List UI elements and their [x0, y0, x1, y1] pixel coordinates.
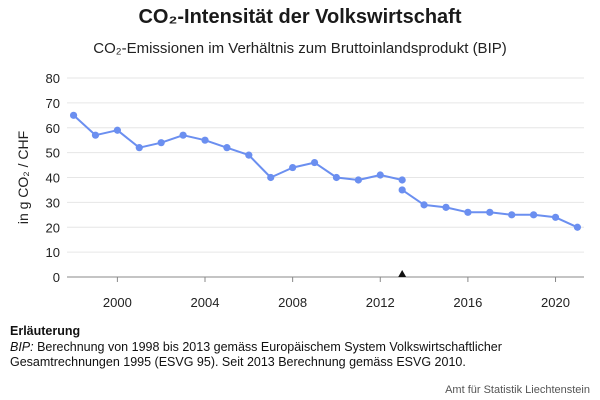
chart-subtitle: CO₂-Emissionen im Verhältnis zum Bruttoi… [93, 40, 507, 57]
data-point [113, 126, 121, 134]
x-tick-label: 2000 [103, 295, 132, 310]
data-point [442, 203, 450, 211]
data-point [245, 151, 253, 159]
data-point [201, 136, 209, 144]
note-body: BIP: Berechnung von 1998 bis 2013 gemäss… [10, 340, 570, 370]
y-axis: 0 10 20 30 40 50 60 70 80 [46, 71, 60, 285]
break-marker-triangle [398, 270, 407, 277]
y-tick-label: 0 [53, 270, 60, 285]
y-tick-label: 20 [46, 220, 60, 235]
gridlines [67, 77, 584, 253]
series-line [401, 189, 578, 229]
x-tick-label: 2020 [541, 295, 570, 310]
data-point [354, 176, 362, 184]
y-tick-label: 70 [46, 96, 60, 111]
y-tick-label: 40 [46, 171, 60, 186]
series-line [72, 114, 403, 181]
data-point [508, 211, 516, 219]
data-point [157, 139, 165, 147]
data-point [486, 208, 494, 216]
x-tick-label: 2016 [453, 295, 482, 310]
data-point [310, 158, 319, 167]
data-point [267, 173, 275, 182]
x-tick-label: 2012 [366, 295, 395, 310]
series-lines [72, 114, 578, 229]
note-label: BIP: [10, 340, 34, 354]
y-axis-title: in g CO₂ / CHF [15, 131, 31, 224]
data-point [135, 144, 143, 152]
data-point [573, 223, 582, 231]
data-point [551, 213, 560, 221]
note-heading: Erläuterung [10, 324, 81, 338]
note-text: Berechnung von 1998 bis 2013 gemäss Euro… [10, 340, 502, 369]
data-point [289, 163, 297, 172]
data-point [332, 173, 341, 182]
x-axis: 2000 2004 2008 2012 2016 2020 [67, 276, 584, 310]
y-tick-label: 30 [46, 195, 60, 210]
data-point [223, 144, 231, 152]
x-tick-label: 2008 [278, 295, 307, 310]
data-point [420, 201, 428, 209]
chart-title: CO₂-Intensität der Volkswirtschaft [138, 6, 462, 28]
y-tick-label: 50 [46, 146, 60, 161]
data-point [91, 131, 100, 139]
source-credit: Amt für Statistik Liechtenstein [445, 384, 590, 396]
data-points [69, 111, 582, 231]
data-point [69, 111, 78, 119]
break-marker [398, 270, 407, 277]
data-point [376, 171, 384, 179]
y-tick-label: 60 [46, 121, 60, 136]
y-tick-label: 80 [46, 71, 60, 86]
data-point [398, 186, 406, 194]
data-point [464, 208, 472, 216]
y-tick-label: 10 [46, 245, 60, 260]
data-point [398, 176, 406, 184]
x-tick-label: 2004 [191, 295, 220, 310]
data-point [530, 211, 538, 219]
data-point [179, 131, 187, 139]
